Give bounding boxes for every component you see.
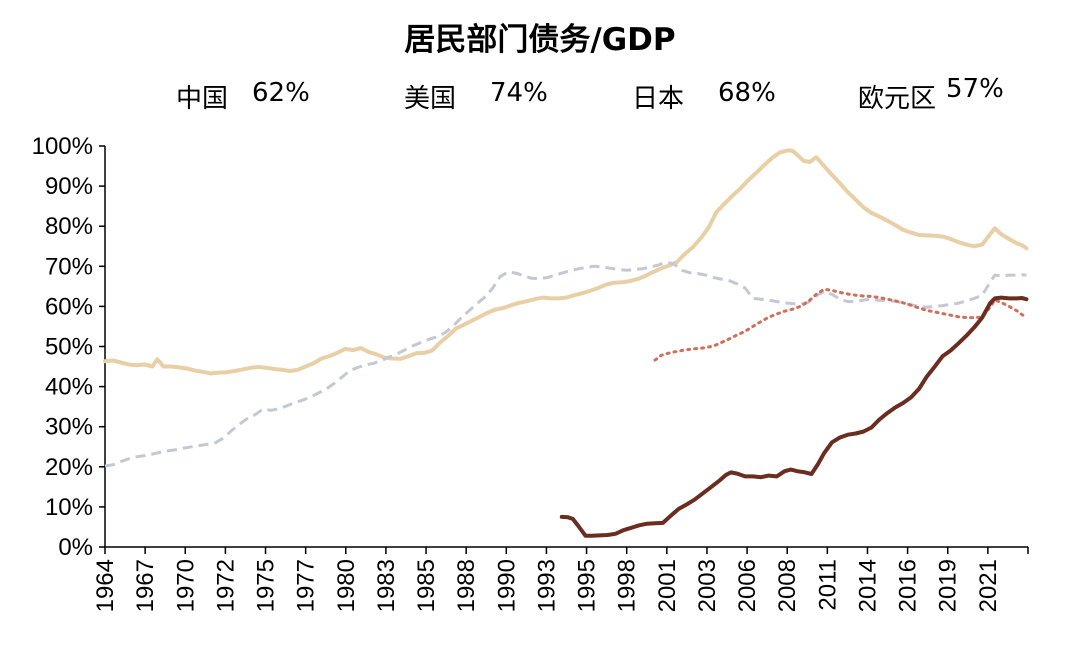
x-tick-label-1967: 1967	[132, 559, 159, 612]
x-tick-label-1975: 1975	[253, 559, 280, 612]
legend-value-eurozone: 57%	[946, 74, 1004, 104]
y-tick-label-40-: 40%	[45, 374, 93, 401]
legend-value-usa: 74%	[490, 78, 548, 108]
x-tick-label-2014: 2014	[854, 559, 881, 612]
x-tick-label-2019: 2019	[935, 559, 962, 612]
x-tick-label-1972: 1972	[212, 559, 239, 612]
series-line-eurozone	[653, 287, 1028, 362]
x-tick-label-2021: 2021	[975, 559, 1002, 612]
x-tick-label-2011: 2011	[814, 559, 841, 611]
x-tick-label-2001: 2001	[654, 559, 681, 612]
series-line-china	[559, 295, 1029, 538]
legend-label-usa: 美国	[404, 84, 457, 114]
x-tick-label-2008: 2008	[774, 559, 801, 612]
series-line-usa	[103, 148, 1029, 376]
y-tick-label-30-: 30%	[45, 414, 93, 441]
series-lines	[103, 148, 1029, 538]
y-tick-label-100-: 100%	[32, 133, 93, 160]
legend-label-japan: 日本	[632, 84, 685, 114]
x-tick-label-1998: 1998	[614, 559, 641, 612]
series-line-japan	[104, 260, 1027, 468]
legend-label-china: 中国	[176, 84, 229, 114]
y-tick-label-60-: 60%	[45, 293, 93, 320]
x-tick-label-1990: 1990	[493, 559, 520, 612]
y-tick-label-0-: 0%	[58, 534, 93, 561]
x-tick-label-1980: 1980	[333, 559, 360, 612]
x-tick-label-2016: 2016	[895, 559, 922, 612]
x-tick-label-1964: 1964	[92, 559, 119, 612]
x-axis: 1964 1967 1970 1972 1975 1977 1980 1983 1985 1988…	[92, 546, 1029, 612]
x-tick-label-1985: 1985	[413, 559, 440, 612]
x-tick-label-1977: 1977	[293, 559, 320, 612]
x-tick-label-1983: 1983	[373, 559, 400, 612]
y-axis: 0% 10% 20% 30% 40% 50% 60% 70% 80% 90% 100%	[32, 133, 106, 561]
y-tick-label-50-: 50%	[45, 334, 93, 361]
x-tick-label-2003: 2003	[694, 559, 721, 612]
legend-value-china: 62%	[252, 78, 310, 108]
legend-item-usa: 美国 74%	[318, 76, 558, 114]
x-tick-label-1995: 1995	[574, 559, 601, 612]
y-tick-label-90-: 90%	[45, 173, 93, 200]
x-tick-label-1988: 1988	[453, 559, 480, 612]
legend-item-eurozone: 欧元区 57%	[780, 74, 1020, 114]
legend-value-japan: 68%	[718, 78, 776, 108]
y-tick-label-70-: 70%	[45, 253, 93, 280]
x-tick-label-1970: 1970	[172, 559, 199, 612]
x-tick-label-1993: 1993	[533, 559, 560, 612]
y-tick-label-10-: 10%	[45, 494, 93, 521]
y-tick-label-20-: 20%	[45, 454, 93, 481]
x-tick-label-2006: 2006	[734, 559, 761, 612]
legend-label-eurozone: 欧元区	[858, 84, 937, 114]
chart-title: 居民部门债务/GDP	[404, 22, 676, 58]
legend-item-japan: 日本 68%	[548, 76, 788, 114]
legend-item-china: 中国 62%	[90, 76, 320, 114]
y-tick-label-80-: 80%	[45, 213, 93, 240]
